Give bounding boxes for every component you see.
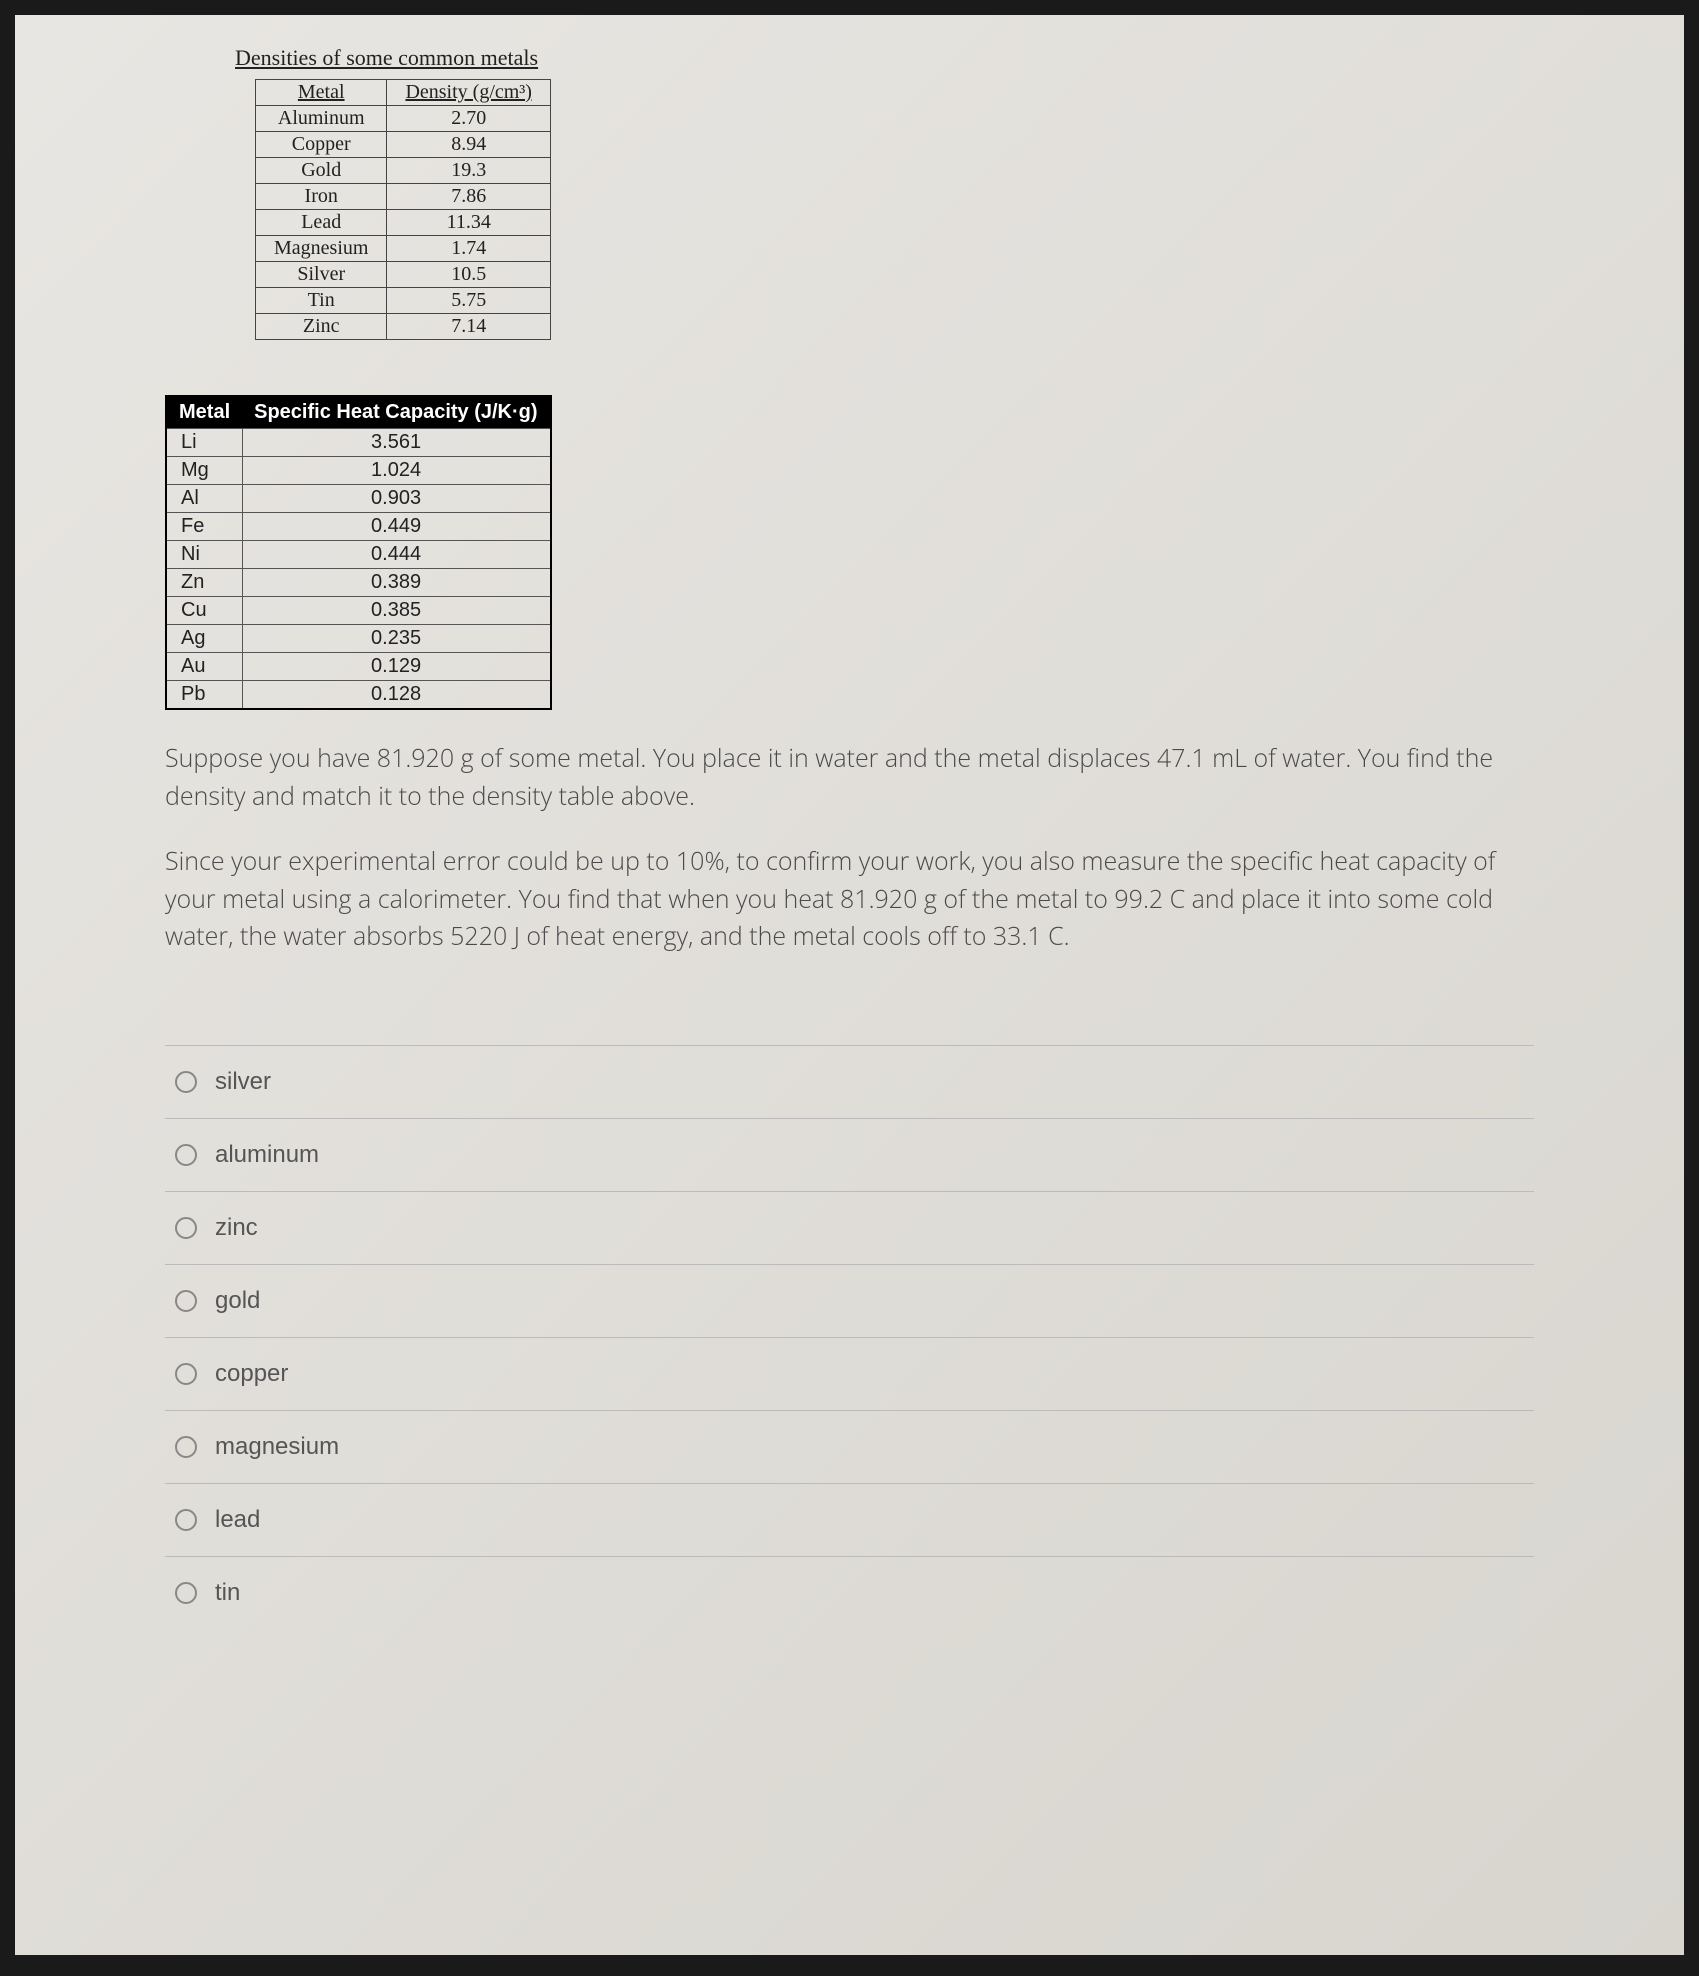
heat-value-cell: 0.129 [242, 653, 550, 681]
density-value-cell: 11.34 [387, 210, 551, 236]
heat-capacity-table: Metal Specific Heat Capacity (J/K·g) Li3… [165, 395, 552, 710]
heat-value-cell: 0.903 [242, 485, 550, 513]
option-label: tin [215, 1579, 240, 1607]
heat-metal-cell: Al [166, 485, 242, 513]
density-row: Tin5.75 [256, 288, 551, 314]
density-row: Gold19.3 [256, 158, 551, 184]
heat-row: Ag0.235 [166, 625, 551, 653]
option-label: copper [215, 1360, 288, 1388]
density-metal-cell: Lead [256, 210, 387, 236]
option-gold[interactable]: gold [165, 1264, 1534, 1338]
density-row: Iron7.86 [256, 184, 551, 210]
radio-icon[interactable] [175, 1144, 197, 1166]
density-row: Zinc7.14 [256, 314, 551, 340]
option-zinc[interactable]: zinc [165, 1191, 1534, 1265]
density-value-cell: 10.5 [387, 262, 551, 288]
heat-value-cell: 1.024 [242, 457, 550, 485]
heat-row: Zn0.389 [166, 569, 551, 597]
density-metal-cell: Copper [256, 132, 387, 158]
density-metal-cell: Magnesium [256, 236, 387, 262]
density-row: Magnesium1.74 [256, 236, 551, 262]
density-value-cell: 7.14 [387, 314, 551, 340]
heat-value-cell: 0.389 [242, 569, 550, 597]
density-value-cell: 7.86 [387, 184, 551, 210]
radio-icon[interactable] [175, 1290, 197, 1312]
density-metal-cell: Zinc [256, 314, 387, 340]
density-row: Copper8.94 [256, 132, 551, 158]
radio-icon[interactable] [175, 1363, 197, 1385]
heat-metal-cell: Ag [166, 625, 242, 653]
heat-metal-cell: Zn [166, 569, 242, 597]
heat-row: Cu0.385 [166, 597, 551, 625]
radio-icon[interactable] [175, 1509, 197, 1531]
heat-row: Pb0.128 [166, 681, 551, 710]
option-label: zinc [215, 1214, 258, 1242]
density-metal-cell: Iron [256, 184, 387, 210]
heat-value-cell: 0.385 [242, 597, 550, 625]
density-value-cell: 5.75 [387, 288, 551, 314]
radio-icon[interactable] [175, 1582, 197, 1604]
heat-metal-cell: Pb [166, 681, 242, 710]
heat-row: Mg1.024 [166, 457, 551, 485]
option-label: lead [215, 1506, 260, 1534]
density-header-metal: Metal [256, 80, 387, 106]
density-header-value: Density (g/cm³) [387, 80, 551, 106]
heat-metal-cell: Mg [166, 457, 242, 485]
option-copper[interactable]: copper [165, 1337, 1534, 1411]
option-label: magnesium [215, 1433, 339, 1461]
content-area: Densities of some common metals Metal De… [45, 35, 1654, 1649]
density-value-cell: 2.70 [387, 106, 551, 132]
heat-metal-cell: Au [166, 653, 242, 681]
density-metal-cell: Tin [256, 288, 387, 314]
heat-row: Au0.129 [166, 653, 551, 681]
heat-value-cell: 0.444 [242, 541, 550, 569]
density-row: Aluminum2.70 [256, 106, 551, 132]
density-row: Lead11.34 [256, 210, 551, 236]
radio-icon[interactable] [175, 1436, 197, 1458]
density-row: Silver10.5 [256, 262, 551, 288]
density-value-cell: 19.3 [387, 158, 551, 184]
option-silver[interactable]: silver [165, 1045, 1534, 1119]
heat-header-value: Specific Heat Capacity (J/K·g) [242, 396, 550, 429]
heat-value-cell: 0.449 [242, 513, 550, 541]
radio-icon[interactable] [175, 1071, 197, 1093]
density-value-cell: 8.94 [387, 132, 551, 158]
answer-options: silver aluminum zinc gold copper magnesium lea… [165, 1045, 1534, 1629]
density-value-cell: 1.74 [387, 236, 551, 262]
option-label: gold [215, 1287, 260, 1315]
heat-value-cell: 0.235 [242, 625, 550, 653]
heat-metal-cell: Ni [166, 541, 242, 569]
density-metal-cell: Gold [256, 158, 387, 184]
density-table: Metal Density (g/cm³) Aluminum2.70Copper… [255, 79, 551, 340]
radio-icon[interactable] [175, 1217, 197, 1239]
question-paragraph-1: Suppose you have 81.920 g of some metal.… [165, 740, 1534, 815]
option-aluminum[interactable]: aluminum [165, 1118, 1534, 1192]
heat-row: Fe0.449 [166, 513, 551, 541]
option-lead[interactable]: lead [165, 1483, 1534, 1557]
heat-metal-cell: Fe [166, 513, 242, 541]
question-paragraph-2: Since your experimental error could be u… [165, 843, 1534, 956]
heat-value-cell: 0.128 [242, 681, 550, 710]
density-metal-cell: Silver [256, 262, 387, 288]
heat-metal-cell: Li [166, 429, 242, 457]
heat-row: Li3.561 [166, 429, 551, 457]
heat-row: Ni0.444 [166, 541, 551, 569]
option-tin[interactable]: tin [165, 1556, 1534, 1629]
page-container: Densities of some common metals Metal De… [15, 15, 1684, 1955]
option-label: silver [215, 1068, 271, 1096]
density-metal-cell: Aluminum [256, 106, 387, 132]
heat-row: Al0.903 [166, 485, 551, 513]
heat-header-metal: Metal [166, 396, 242, 429]
density-section-title: Densities of some common metals [235, 45, 1534, 71]
option-magnesium[interactable]: magnesium [165, 1410, 1534, 1484]
heat-metal-cell: Cu [166, 597, 242, 625]
heat-value-cell: 3.561 [242, 429, 550, 457]
option-label: aluminum [215, 1141, 319, 1169]
